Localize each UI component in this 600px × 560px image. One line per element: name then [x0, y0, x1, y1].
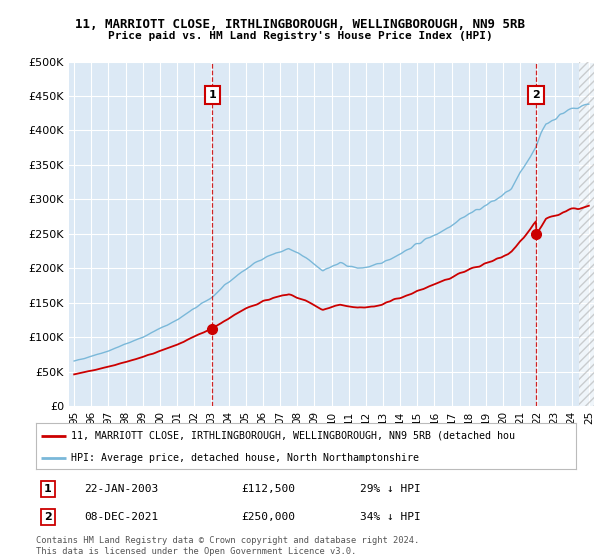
Text: 1: 1: [209, 90, 217, 100]
Text: HPI: Average price, detached house, North Northamptonshire: HPI: Average price, detached house, Nort…: [71, 452, 419, 463]
Text: 22-JAN-2003: 22-JAN-2003: [85, 484, 159, 494]
Text: £250,000: £250,000: [241, 512, 295, 522]
Text: 2: 2: [532, 90, 540, 100]
Text: 34% ↓ HPI: 34% ↓ HPI: [360, 512, 421, 522]
Text: This data is licensed under the Open Government Licence v3.0.: This data is licensed under the Open Gov…: [36, 547, 356, 556]
Text: 11, MARRIOTT CLOSE, IRTHLINGBOROUGH, WELLINGBOROUGH, NN9 5RB: 11, MARRIOTT CLOSE, IRTHLINGBOROUGH, WEL…: [75, 18, 525, 31]
Text: Price paid vs. HM Land Registry's House Price Index (HPI): Price paid vs. HM Land Registry's House …: [107, 31, 493, 41]
Text: 2: 2: [44, 512, 52, 522]
Text: 11, MARRIOTT CLOSE, IRTHLINGBOROUGH, WELLINGBOROUGH, NN9 5RB (detached hou: 11, MARRIOTT CLOSE, IRTHLINGBOROUGH, WEL…: [71, 431, 515, 441]
Text: 1: 1: [44, 484, 52, 494]
Text: £112,500: £112,500: [241, 484, 295, 494]
Text: 29% ↓ HPI: 29% ↓ HPI: [360, 484, 421, 494]
Text: 08-DEC-2021: 08-DEC-2021: [85, 512, 159, 522]
Bar: [579, 62, 594, 406]
Text: Contains HM Land Registry data © Crown copyright and database right 2024.: Contains HM Land Registry data © Crown c…: [36, 536, 419, 545]
